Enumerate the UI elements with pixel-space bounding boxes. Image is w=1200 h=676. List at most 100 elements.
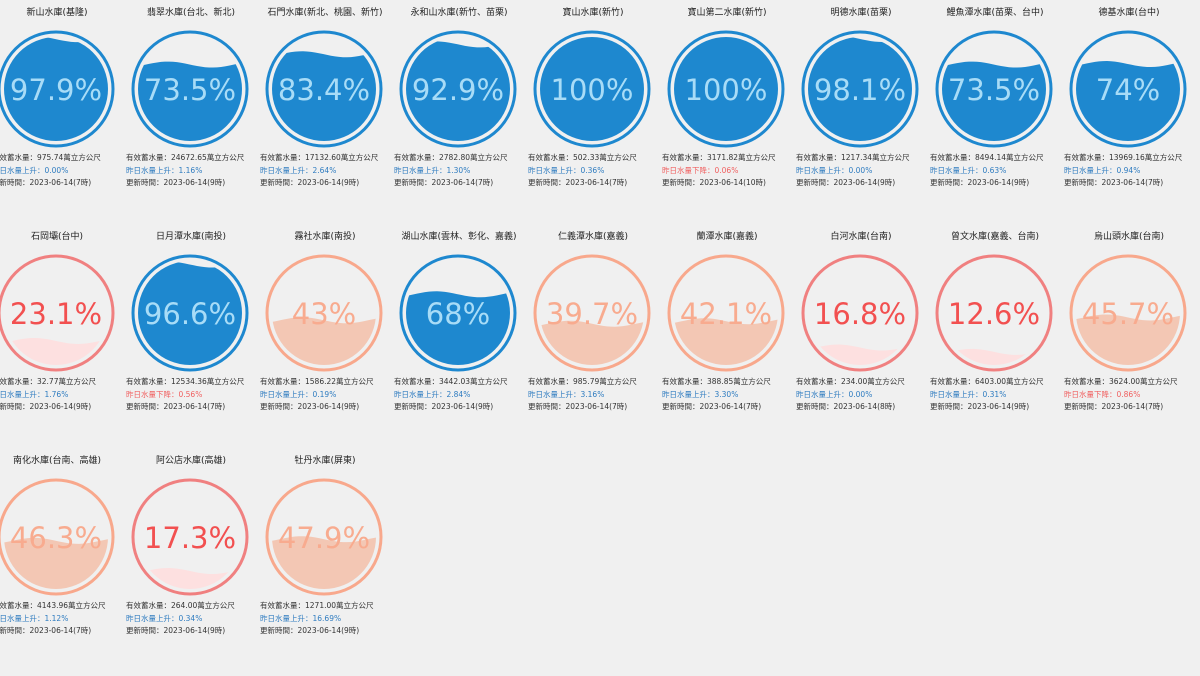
- gauge-ring: [0, 30, 115, 148]
- gauge-ring: [1069, 254, 1187, 372]
- water-level-gauge: 47.9%: [265, 478, 383, 596]
- water-fill: [406, 291, 510, 365]
- reservoir-info: 有效蓄水量：3171.82萬立方公尺 昨日水量下降：0.06% 更新時間：2023-…: [662, 152, 792, 190]
- reservoir-name: 日月潭水庫(南投): [155, 232, 227, 242]
- water-level-gauge: 68%: [399, 254, 517, 372]
- reservoir-card[interactable]: 湖山水庫(雲林、彰化、嘉義) 68% 有效蓄水量：3442.03萬立方公尺 昨日水量上…: [392, 224, 526, 439]
- updated-time: 更新時間：2023-06-14(9時): [260, 178, 360, 187]
- reservoir-card[interactable]: 石岡壩(台中) 23.1% 有效蓄水量：32.77萬立方公尺昨日水量上升：1.76%…: [0, 224, 124, 439]
- reservoir-card[interactable]: 寶山第二水庫(新竹) 100% 有效蓄水量：3171.82萬立方公尺 昨日水量下降：0…: [660, 0, 794, 215]
- reservoir-card[interactable]: 霧社水庫(南投) 43% 有效蓄水量：1586.22萬立方公尺 昨日水量上升：0.19…: [258, 224, 392, 439]
- water-fill: [138, 261, 242, 365]
- water-fill: [808, 344, 912, 365]
- reservoir-info: 有效蓄水量：17132.60萬立方公尺 昨日水量上升：2.64% 更新時間：2023…: [260, 152, 390, 190]
- reservoir-name: 蘭潭水庫(嘉義): [696, 232, 758, 242]
- reservoir-info: 有效蓄水量：13969.16萬立方公尺 昨日水量上升：0.94% 更新時間：2023…: [1064, 152, 1194, 190]
- reservoir-card[interactable]: 永和山水庫(新竹、苗栗) 92.9% 有效蓄水量：2782.80萬立方公尺 昨日水量上…: [392, 0, 526, 215]
- change-text: 昨日水量上升：1.76%: [0, 389, 69, 399]
- reservoir-card[interactable]: 石門水庫(新北、桃園、新竹) 83.4% 有效蓄水量：17132.60萬立方公尺 昨日…: [258, 0, 392, 215]
- water-level-gauge: 97.9%: [0, 30, 115, 148]
- change-text: 昨日水量上升：3.30%: [662, 389, 739, 399]
- reservoir-name: 曾文水庫(嘉義、台南): [950, 232, 1040, 242]
- water-fill: [272, 51, 376, 141]
- updated-time: 更新時間：2023-06-14(7時): [0, 178, 92, 187]
- reservoir-card[interactable]: 烏山頭水庫(台南) 45.7% 有效蓄水量：3624.00萬立方公尺 昨日水量下降：0…: [1062, 224, 1196, 439]
- percent-label: 43%: [292, 297, 356, 331]
- reservoir-card[interactable]: 蘭潭水庫(嘉義) 42.1% 有效蓄水量：388.85萬立方公尺 昨日水量上升：3.3…: [660, 224, 794, 439]
- reservoir-card[interactable]: 白河水庫(台南) 16.8% 有效蓄水量：234.00萬立方公尺 昨日水量上升：0.0…: [794, 224, 928, 439]
- water-fill: [808, 37, 912, 141]
- capacity-text: 有效蓄水量：8494.14萬立方公尺: [930, 153, 1044, 162]
- gauge-ring: [1069, 30, 1187, 148]
- reservoir-name: 鯉魚潭水庫(苗栗、台中): [946, 8, 1044, 18]
- reservoir-card[interactable]: 鯉魚潭水庫(苗栗、台中) 73.5% 有效蓄水量：8494.14萬立方公尺 昨日水量上…: [928, 0, 1062, 215]
- capacity-text: 有效蓄水量：234.00萬立方公尺: [796, 377, 905, 386]
- updated-time: 更新時間：2023-06-14(10時): [662, 178, 766, 187]
- percent-label: 98.1%: [814, 73, 906, 107]
- reservoir-name: 石門水庫(新北、桃園、新竹): [267, 8, 383, 18]
- reservoir-info: 有效蓄水量：1217.34萬立方公尺 昨日水量上升：0.00% 更新時間：2023-…: [796, 152, 926, 190]
- water-level-gauge: 73.5%: [935, 30, 1053, 148]
- change-text: 昨日水量上升：1.16%: [126, 165, 203, 175]
- reservoir-card[interactable]: 明德水庫(苗栗) 98.1% 有效蓄水量：1217.34萬立方公尺 昨日水量上升：0.…: [794, 0, 928, 215]
- capacity-text: 有效蓄水量：6403.00萬立方公尺: [930, 377, 1044, 386]
- change-text: 昨日水量上升：0.31%: [930, 389, 1007, 399]
- water-level-gauge: 17.3%: [131, 478, 249, 596]
- change-text: 昨日水量上升：0.19%: [260, 389, 337, 399]
- reservoir-info: 有效蓄水量：264.00萬立方公尺 昨日水量上升：0.34% 更新時間：2023-0…: [126, 600, 256, 638]
- change-text: 昨日水量上升：0.34%: [126, 613, 203, 623]
- gauge-ring: [801, 254, 919, 372]
- reservoir-name: 翡翠水庫(台北、新北): [146, 8, 236, 18]
- change-text: 昨日水量下降：0.56%: [126, 389, 203, 399]
- reservoir-info: 有效蓄水量：4143.96萬立方公尺昨日水量上升：1.12% 更新時間：2023-…: [0, 600, 122, 638]
- percent-label: 73.5%: [948, 73, 1040, 107]
- reservoir-card[interactable]: 新山水庫(基隆) 97.9% 有效蓄水量：975.74萬立方公尺昨日水量上升：0.0…: [0, 0, 124, 215]
- updated-time: 更新時間：2023-06-14(8時): [796, 402, 896, 411]
- reservoir-name: 寶山水庫(新竹): [562, 8, 624, 18]
- capacity-text: 有效蓄水量：3624.00萬立方公尺: [1064, 377, 1178, 386]
- reservoir-card[interactable]: 日月潭水庫(南投) 96.6% 有效蓄水量：12534.36萬立方公尺 昨日水量下降：…: [124, 224, 258, 439]
- capacity-text: 有效蓄水量：264.00萬立方公尺: [126, 601, 235, 610]
- reservoir-card[interactable]: 南化水庫(台南、高雄) 46.3% 有效蓄水量：4143.96萬立方公尺昨日水量上升…: [0, 448, 124, 663]
- capacity-text: 有效蓄水量：12534.36萬立方公尺: [126, 377, 245, 386]
- water-level-gauge: 92.9%: [399, 30, 517, 148]
- capacity-text: 有效蓄水量：24672.65萬立方公尺: [126, 153, 245, 162]
- updated-time: 更新時間：2023-06-14(9時): [930, 402, 1030, 411]
- reservoir-name: 德基水庫(台中): [1098, 8, 1160, 18]
- reservoir-name: 烏山頭水庫(台南): [1093, 232, 1165, 242]
- reservoir-name: 阿公店水庫(高雄): [155, 456, 227, 466]
- reservoir-name: 石岡壩(台中): [30, 232, 84, 242]
- reservoir-info: 有效蓄水量：1271.00萬立方公尺 昨日水量上升：16.69% 更新時間：2023…: [260, 600, 390, 638]
- percent-label: 17.3%: [144, 521, 236, 555]
- water-fill: [4, 37, 108, 141]
- percent-label: 100%: [685, 73, 768, 107]
- gauge-ring: [399, 30, 517, 148]
- reservoir-card[interactable]: 牡丹水庫(屏東) 47.9% 有效蓄水量：1271.00萬立方公尺 昨日水量上升：16…: [258, 448, 392, 663]
- reservoir-card[interactable]: 德基水庫(台中) 74% 有效蓄水量：13969.16萬立方公尺 昨日水量上升：0.9…: [1062, 0, 1196, 215]
- reservoir-card[interactable]: 曾文水庫(嘉義、台南) 12.6% 有效蓄水量：6403.00萬立方公尺 昨日水量上升…: [928, 224, 1062, 439]
- reservoir-name: 寶山第二水庫(新竹): [687, 8, 767, 18]
- reservoir-info: 有效蓄水量：2782.80萬立方公尺 昨日水量上升：1.30% 更新時間：2023-…: [394, 152, 524, 190]
- change-text: 昨日水量上升：0.36%: [528, 165, 605, 175]
- water-level-gauge: 100%: [667, 30, 785, 148]
- reservoir-card[interactable]: 寶山水庫(新竹) 100% 有效蓄水量：502.33萬立方公尺 昨日水量上升：0.36…: [526, 0, 660, 215]
- percent-label: 16.8%: [814, 297, 906, 331]
- reservoir-name: 仁義潭水庫(嘉義): [557, 232, 629, 242]
- updated-time: 更新時間：2023-06-14(7時): [394, 178, 494, 187]
- reservoir-info: 有效蓄水量：1586.22萬立方公尺 昨日水量上升：0.19% 更新時間：2023-…: [260, 376, 390, 414]
- capacity-text: 有效蓄水量：502.33萬立方公尺: [528, 153, 637, 162]
- reservoir-card[interactable]: 翡翠水庫(台北、新北) 73.5% 有效蓄水量：24672.65萬立方公尺 昨日水量上…: [124, 0, 258, 215]
- updated-time: 更新時間：2023-06-14(9時): [930, 178, 1030, 187]
- reservoir-info: 有效蓄水量：3442.03萬立方公尺 昨日水量上升：2.84% 更新時間：2023-…: [394, 376, 524, 414]
- percent-label: 96.6%: [144, 297, 236, 331]
- gauge-ring: [131, 30, 249, 148]
- change-text: 昨日水量上升：0.00%: [0, 165, 69, 175]
- updated-time: 更新時間：2023-06-14(9時): [260, 402, 360, 411]
- water-fill: [540, 37, 644, 141]
- updated-time: 更新時間：2023-06-14(7時): [0, 626, 92, 635]
- reservoir-card[interactable]: 仁義潭水庫(嘉義) 39.7% 有效蓄水量：985.79萬立方公尺 昨日水量上升：3.…: [526, 224, 660, 439]
- percent-label: 97.9%: [10, 73, 102, 107]
- percent-label: 100%: [551, 73, 634, 107]
- reservoir-card[interactable]: 阿公店水庫(高雄) 17.3% 有效蓄水量：264.00萬立方公尺 昨日水量上升：0.…: [124, 448, 258, 663]
- water-fill: [138, 568, 242, 589]
